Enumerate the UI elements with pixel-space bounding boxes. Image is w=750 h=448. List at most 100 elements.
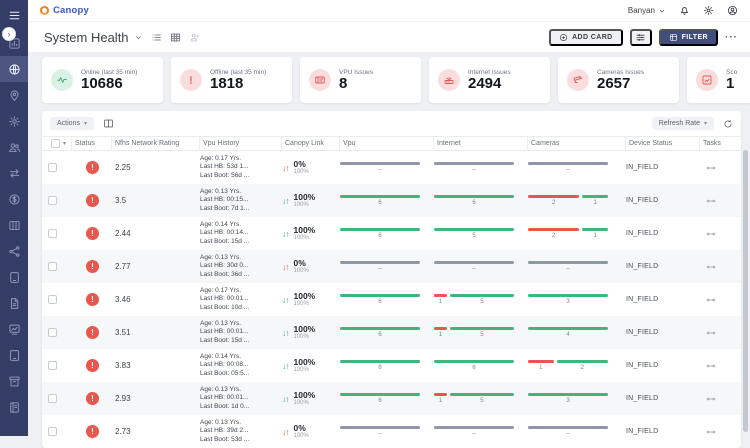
bar-cell: 6 (340, 392, 434, 404)
refresh-rate-dropdown[interactable]: Refresh Rate ▾ (651, 117, 714, 130)
row-checkbox[interactable] (48, 196, 57, 205)
row-checkbox[interactable] (48, 394, 57, 403)
green-status-bar (340, 227, 420, 232)
tasks-icon[interactable] (706, 295, 716, 305)
table-row[interactable]: ! 2.73 Age: 0.13 Yrs. Last HB: 39d 2... Last… (42, 415, 741, 448)
vertical-scrollbar-thumb[interactable] (743, 150, 748, 432)
select-menu-caret[interactable]: ▾ (63, 141, 67, 147)
kanban-icon[interactable] (0, 212, 28, 238)
router-icon (438, 69, 460, 91)
vpu-history: Age: 0.14 Yrs. Last HB: 00:08... Last Boot… (200, 353, 249, 379)
column-header: Tasks (703, 140, 721, 147)
table-row[interactable]: ! 3.51 Age: 0.13 Yrs. Last HB: 00:01... Last… (42, 316, 741, 349)
devices-icon[interactable] (0, 264, 28, 290)
table-row[interactable]: ! 3.83 Age: 0.14 Yrs. Last HB: 00:08... Last… (42, 349, 741, 382)
transfers-icon[interactable] (0, 160, 28, 186)
bar-count-label: -- (378, 431, 382, 438)
table-row[interactable]: ! 3.46 Age: 0.17 Yrs. Last HB: 00:01... Last… (42, 283, 741, 316)
vpu-icon (309, 69, 331, 91)
columns-icon[interactable] (103, 118, 114, 129)
stat-card-2[interactable]: Offline (last 35 min) 1818 (171, 57, 292, 103)
vpu-history-line: Age: 0.14 Yrs. (200, 220, 242, 228)
bar-cell: -- (340, 425, 434, 438)
table-row[interactable]: ! 2.93 Age: 0.13 Yrs. Last HB: 00:01... Last… (42, 382, 741, 415)
select-all-checkbox[interactable] (51, 139, 60, 148)
tasks-icon[interactable] (706, 163, 716, 173)
location-icon[interactable] (0, 82, 28, 108)
globe-icon[interactable] (0, 56, 28, 82)
bar-count-label: -- (566, 266, 570, 273)
users-icon[interactable] (0, 134, 28, 160)
stat-card-value: 8 (339, 74, 348, 92)
column-header: Cameras (528, 137, 626, 150)
refresh-icon[interactable] (723, 119, 733, 129)
table-row[interactable]: ! 3.5 Age: 0.13 Yrs. Last HB: 00:15... Last … (42, 184, 741, 217)
row-checkbox[interactable] (48, 163, 57, 172)
tasks-icon[interactable] (706, 262, 716, 272)
tasks-icon[interactable] (706, 229, 716, 239)
stat-card-4[interactable]: Internet Issues 2494 (429, 57, 550, 103)
green-status-bar (528, 293, 608, 298)
documents-icon[interactable] (0, 290, 28, 316)
row-checkbox[interactable] (48, 328, 57, 337)
row-checkbox[interactable] (48, 427, 57, 436)
account-avatar-icon[interactable] (727, 5, 738, 16)
more-menu-button[interactable]: ··· (725, 31, 738, 43)
canopy-logo-text: Canopy (53, 5, 90, 16)
tasks-icon[interactable] (706, 361, 716, 371)
main-area: Canopy Banyan System Health ADD CARD (28, 0, 750, 448)
stat-card-3[interactable]: VPU Issues 8 (300, 57, 421, 103)
bar-count-label: 2 (580, 365, 584, 372)
green-status-bar (434, 359, 514, 364)
bar-cell: -- (528, 161, 626, 173)
table-view-icon[interactable] (170, 32, 181, 43)
tasks-icon[interactable] (706, 328, 716, 338)
row-checkbox[interactable] (48, 229, 57, 238)
assign-user-icon[interactable] (189, 32, 200, 43)
table-row[interactable]: ! 2.44 Age: 0.14 Yrs. Last HB: 00:14... Last… (42, 217, 741, 250)
row-checkbox[interactable] (48, 295, 57, 304)
stat-card-5[interactable]: Cameras Issues 2657 (558, 57, 679, 103)
bar-cell: -- (434, 161, 528, 173)
link-arrows-icon: ↓↑ (282, 261, 289, 272)
stat-card-1[interactable]: Online (last 35 min) 10686 (42, 57, 163, 103)
filter-button[interactable]: FILTER (658, 28, 718, 46)
add-card-button[interactable]: ADD CARD (549, 28, 623, 46)
bar-count-label: 1 (593, 200, 597, 207)
tasks-icon[interactable] (706, 394, 716, 404)
vpu-history-line: Last HB: 30d 0... (200, 262, 249, 270)
topbar: Canopy Banyan (28, 0, 750, 22)
bar-cell: 6 (340, 359, 434, 371)
notifications-bell-icon[interactable] (679, 5, 690, 16)
notes-icon[interactable] (0, 394, 28, 420)
table-row[interactable]: ! 2.77 Age: 0.13 Yrs. Last HB: 30d 0... Last… (42, 250, 741, 283)
tablet-icon[interactable] (0, 342, 28, 368)
reports-icon[interactable] (0, 316, 28, 342)
row-checkbox[interactable] (48, 262, 57, 271)
link-arrows-icon: ↓↑ (282, 162, 289, 173)
org-selector[interactable]: Banyan (628, 6, 666, 15)
tasks-icon[interactable] (706, 427, 716, 437)
menu-icon[interactable] (0, 0, 28, 30)
billing-icon[interactable] (0, 186, 28, 212)
sidebar-collapse-button[interactable]: › (2, 27, 16, 41)
vpu-history: Age: 0.17 Yrs. Last HB: 53d 1... Last Boot… (200, 155, 249, 181)
link-percent-sub: 100% (293, 333, 309, 340)
header-select-all[interactable]: ▾ (48, 137, 72, 150)
list-view-icon[interactable] (151, 32, 162, 43)
bar-cell: 6 (340, 326, 434, 338)
table-row[interactable]: ! 2.25 Age: 0.17 Yrs. Last HB: 53d 1... Last… (42, 151, 741, 184)
stat-card-6[interactable]: Sco 1 (687, 57, 750, 103)
tune-button[interactable] (629, 28, 652, 46)
archive-icon[interactable] (0, 368, 28, 394)
settings-icon[interactable] (0, 108, 28, 134)
actions-dropdown[interactable]: Actions ▾ (50, 117, 94, 130)
settings-gear-icon[interactable] (703, 5, 714, 16)
tasks-icon[interactable] (706, 196, 716, 206)
network-icon[interactable] (0, 238, 28, 264)
title-chevron-down-icon[interactable] (134, 33, 143, 42)
row-checkbox[interactable] (48, 361, 57, 370)
link-percent: 100% (293, 356, 316, 367)
